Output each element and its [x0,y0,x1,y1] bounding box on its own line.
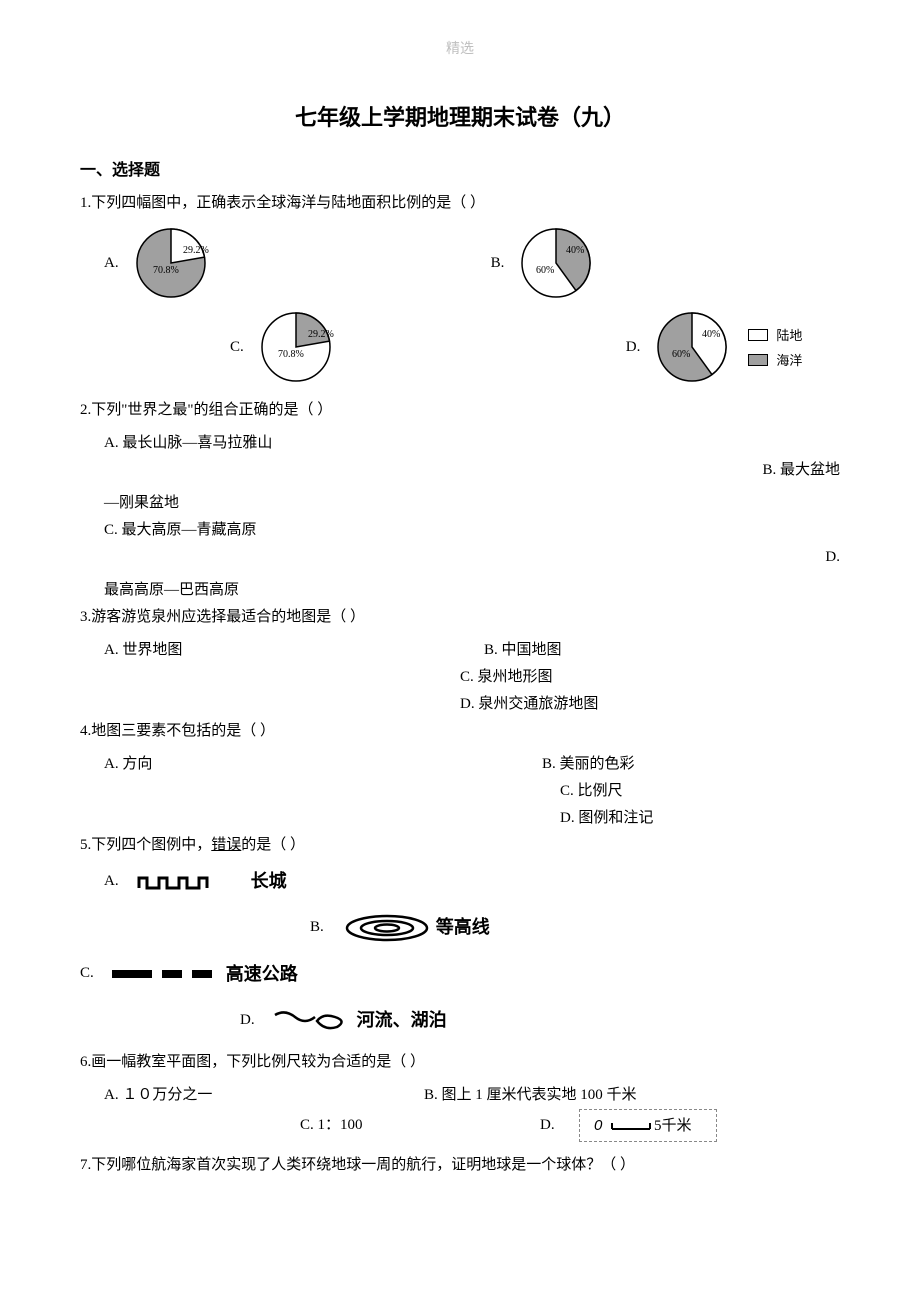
q5-optB-text: 等高线 [436,911,490,943]
q5-optC: C. [80,960,94,987]
q2-optB-prefix: B. 最大盆地 [80,457,840,484]
q5-optC-text: 高速公路 [226,958,298,990]
q1-row2: C. 29.2% 70.8% D. 40% 60% 陆地 海洋 [80,307,840,387]
pieA-label2: 70.8% [153,265,179,276]
q1-optC-label: C. [230,339,244,356]
q6-optA: A. １０万分之一 [80,1082,400,1109]
q1-optA-label: A. [104,255,119,272]
q6-optD: D. [540,1112,555,1139]
q1-stem: 1.下列四幅图中，正确表示全球海洋与陆地面积比例的是（ ） [80,190,840,217]
great-wall-icon [137,870,247,892]
legend-land-text: 陆地 [776,328,802,343]
q1-legend: 陆地 海洋 [748,325,802,369]
pieD-label2: 60% [672,349,690,360]
pieB-label1: 40% [566,245,584,256]
q5-stem-err: 错误 [211,837,241,853]
q1-pieC: 29.2% 70.8% [256,307,336,387]
pieA-label1: 29.2% [183,245,209,256]
q1-pieD: 40% 60% [652,307,732,387]
q2-optD-prefix: D. [80,544,840,571]
scale-bar-icon: 0 5千米 [588,1115,708,1135]
q6-optB: B. 图上 1 厘米代表实地 100 千米 [400,1082,637,1109]
q4-optB: B. 美丽的色彩 [402,751,840,778]
scale-zero: 0 [594,1117,603,1134]
q7-stem: 7.下列哪位航海家首次实现了人类环绕地球一周的航行，证明地球是一个球体？（ ） [80,1152,840,1179]
q1-optB-label: B. [491,255,505,272]
q3-stem: 3.游客游览泉州应选择最适合的地图是（ ） [80,604,840,631]
q6-row1: A. １０万分之一 B. 图上 1 厘米代表实地 100 千米 [80,1082,840,1109]
q2-optB-cont: —刚果盆地 [80,490,840,517]
q3-optA: A. 世界地图 [80,637,460,664]
scale-text: 5千米 [654,1117,692,1134]
q2-optA: A. 最长山脉—喜马拉雅山 [80,430,840,457]
q5-optB: B. [310,914,324,941]
q6-stem: 6.画一幅教室平面图，下列比例尺较为合适的是（ ） [80,1049,840,1076]
q1-optB-block: B. 40% 60% [491,223,597,303]
watermark-text: 精选 [446,38,474,58]
q5-optA-row: A. 长城 [80,865,840,897]
legend-ocean-swatch [748,354,768,366]
q3-optC: C. 泉州地形图 [80,664,840,691]
q6-row2: C. 1：100 D. 0 5千米 [80,1109,840,1142]
q5-optD-row: D. 河流、湖泊 [80,1004,840,1036]
q2-optC: C. 最大高原—青藏高原 [80,517,840,544]
q5-optA: A. [104,868,119,895]
pieB-label2: 60% [536,265,554,276]
q6-optC: C. 1：100 [80,1112,540,1139]
pieC-label2: 70.8% [278,349,304,360]
q5-optC-row: C. 高速公路 [80,958,840,990]
q5-optD: D. [240,1007,255,1034]
q1-optC-block: C. 29.2% 70.8% [230,307,336,387]
q4-optC: C. 比例尺 [80,778,840,805]
q1-pieB: 40% 60% [516,223,596,303]
q6-optD-scale: 0 5千米 [579,1109,717,1142]
contour-icon [342,913,432,943]
legend-land-swatch [748,329,768,341]
q4-optA: A. 方向 [80,751,402,778]
pieD-label1: 40% [702,329,720,340]
q3-row1: A. 世界地图 B. 中国地图 [80,637,840,664]
q1-optA-block: A. 29.2% 70.8% [104,223,211,303]
q2-optD-cont: 最高高原—巴西高原 [80,577,840,604]
q5-stem-post: 的是（ ） [241,837,305,853]
pieC-label1: 29.2% [308,329,334,340]
q5-optB-row: B. 等高线 [80,911,840,943]
q1-pieA: 29.2% 70.8% [131,223,211,303]
q4-stem: 4.地图三要素不包括的是（ ） [80,718,840,745]
page-title: 七年级上学期地理期末试卷（九） [80,100,840,132]
q3-optB: B. 中国地图 [460,637,840,664]
q1-row1: A. 29.2% 70.8% B. 40% 60% [80,223,840,303]
q5-stem: 5.下列四个图例中，错误的是（ ） [80,832,840,859]
q1-optD-block: D. 40% 60% 陆地 海洋 [626,307,803,387]
q5-stem-pre: 5.下列四个图例中， [80,837,211,853]
q6-optD-wrap: D. 0 5千米 [540,1109,717,1142]
highway-icon [112,967,222,981]
q4-row1: A. 方向 B. 美丽的色彩 [80,751,840,778]
section-header-1: 一、选择题 [80,156,840,180]
q2-stem: 2.下列"世界之最"的组合正确的是（ ） [80,397,840,424]
q5-optA-text: 长城 [251,865,287,897]
q1-optD-label: D. [626,339,641,356]
q5-optD-text: 河流、湖泊 [357,1004,447,1036]
river-lake-icon [273,1007,353,1033]
legend-ocean-text: 海洋 [776,353,802,368]
q4-optD: D. 图例和注记 [80,805,840,832]
q3-optD: D. 泉州交通旅游地图 [80,691,840,718]
